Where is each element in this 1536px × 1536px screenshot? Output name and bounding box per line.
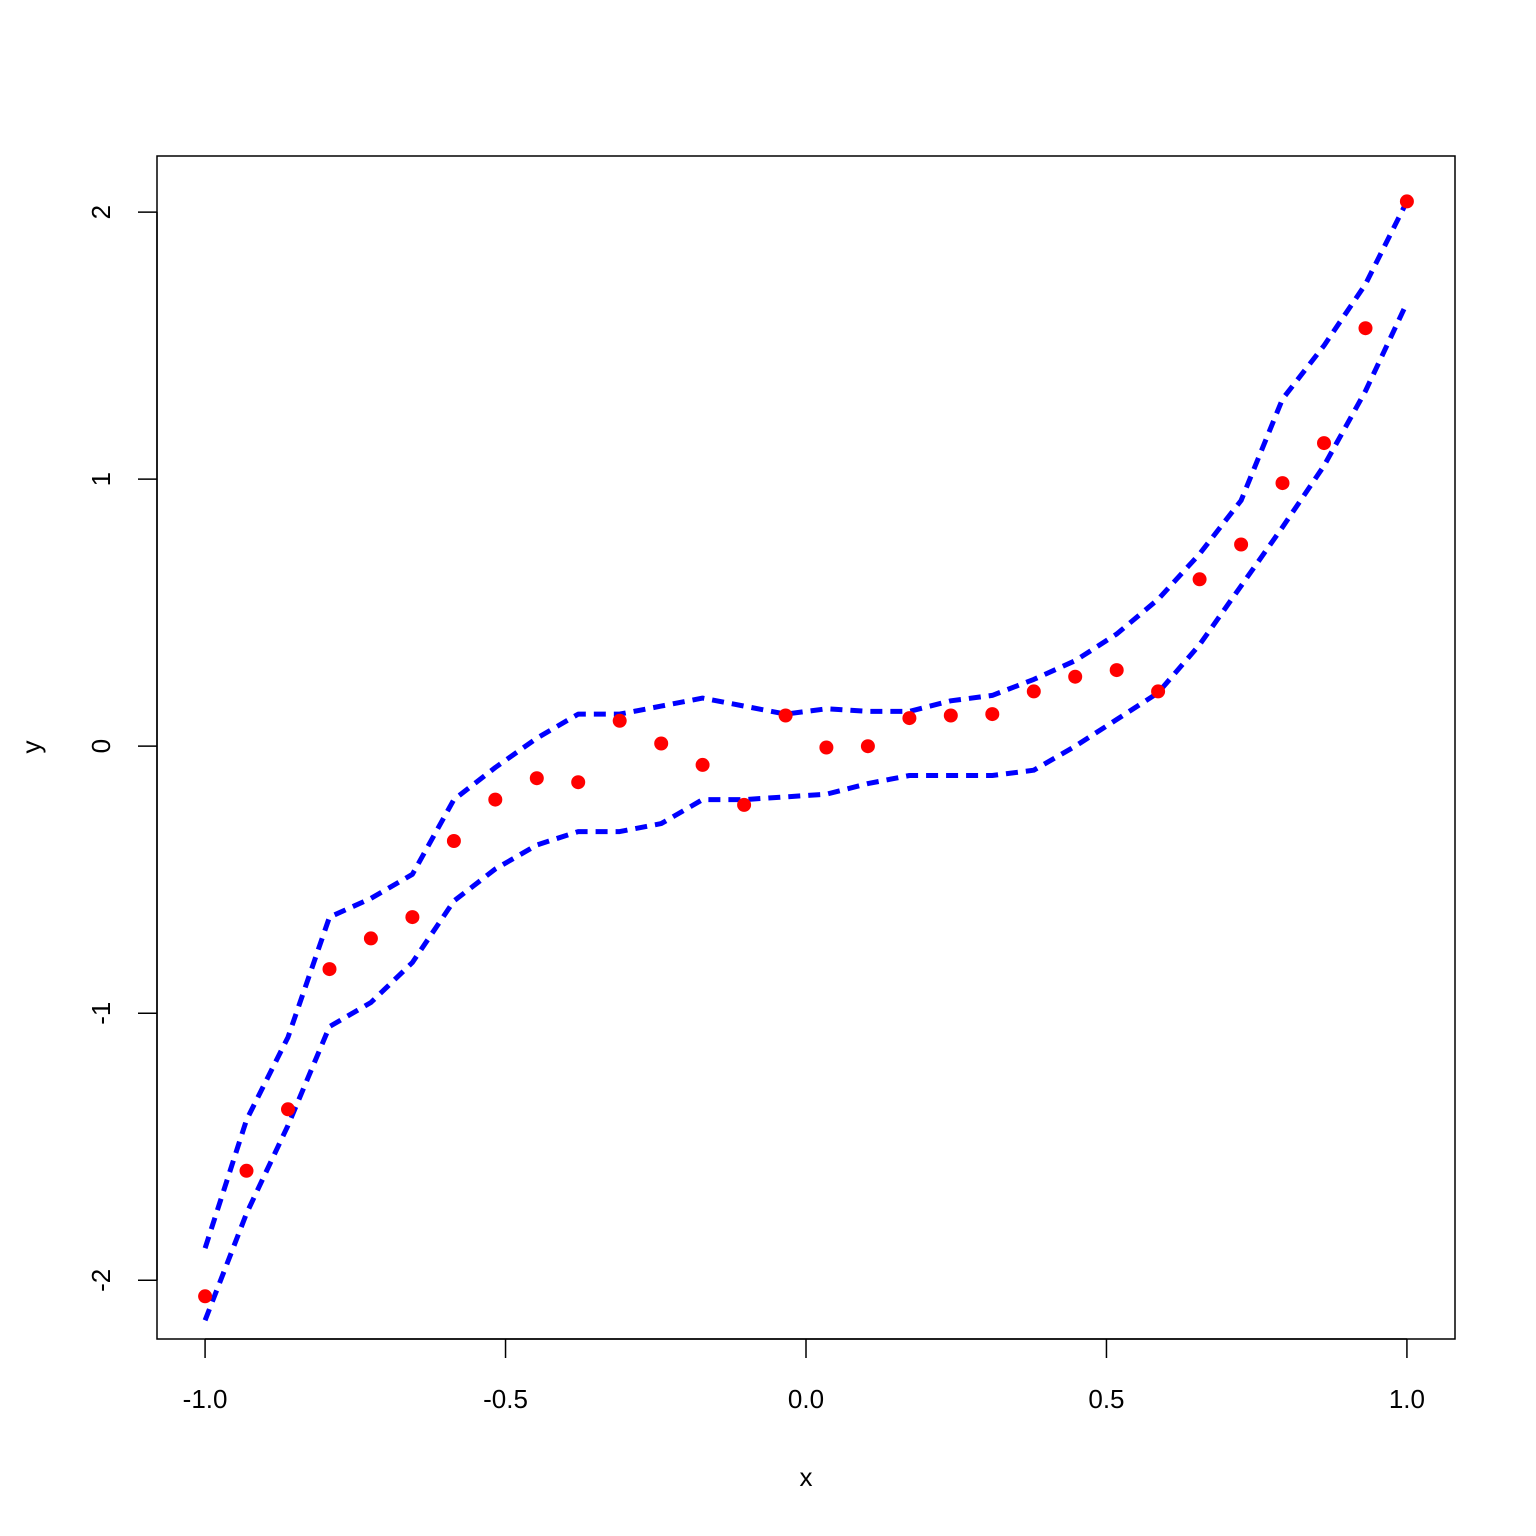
data-point <box>778 708 793 723</box>
x-tick-label: 0.5 <box>1088 1384 1124 1414</box>
data-point <box>322 962 337 977</box>
data-point <box>1317 436 1331 451</box>
data-point <box>1192 572 1207 587</box>
data-point <box>529 771 544 786</box>
data-point <box>1234 537 1249 552</box>
data-point <box>695 757 710 772</box>
data-point <box>985 707 1000 722</box>
data-point <box>819 740 834 755</box>
data-point <box>1358 321 1373 336</box>
data-point <box>1399 194 1414 209</box>
band-upper-line <box>202 200 1410 1249</box>
axes: -1.0 -0.5 0.0 0.5 1.0 -2 -1 0 1 2 <box>86 205 1425 1414</box>
data-point <box>1026 684 1041 699</box>
y-tick-label: 1 <box>86 472 116 486</box>
data-point <box>1109 663 1124 678</box>
data-point <box>654 736 669 751</box>
y-tick-label: -2 <box>86 1269 116 1292</box>
x-tick-label: -0.5 <box>483 1384 528 1414</box>
data-point <box>239 1163 254 1178</box>
x-axis-label: x <box>800 1462 813 1492</box>
data-point <box>281 1102 295 1117</box>
data-point <box>1151 684 1166 699</box>
data-point <box>405 910 420 925</box>
y-tick-label: 0 <box>86 739 116 753</box>
data-point <box>1275 476 1290 491</box>
data-point <box>571 775 586 790</box>
x-tick-label: 0.0 <box>788 1384 824 1414</box>
data-points <box>198 194 1414 1304</box>
data-point <box>902 711 917 726</box>
data-point <box>488 792 503 807</box>
data-point <box>446 834 461 848</box>
data-point <box>198 1289 213 1304</box>
data-point <box>363 931 378 946</box>
data-point <box>1068 669 1083 684</box>
confidence-bands <box>202 200 1410 1322</box>
band-lower-line <box>202 301 1410 1322</box>
data-point <box>943 708 958 723</box>
data-point <box>737 797 752 812</box>
x-tick-label: -1.0 <box>183 1384 228 1414</box>
y-axis-label: y <box>16 741 46 754</box>
x-tick-label: 1.0 <box>1389 1384 1425 1414</box>
y-tick-label: -1 <box>86 1002 116 1025</box>
data-point <box>612 713 627 728</box>
data-point <box>860 739 875 754</box>
y-tick-label: 2 <box>86 205 116 219</box>
